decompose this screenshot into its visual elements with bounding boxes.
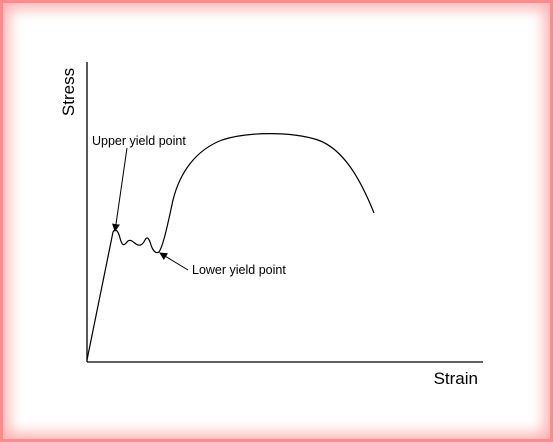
y-axis-label: Stress xyxy=(59,68,78,116)
x-axis-label: Strain xyxy=(434,369,478,388)
upper-yield-label: Upper yield point xyxy=(92,134,186,148)
lower-yield-label: Lower yield point xyxy=(192,263,286,277)
lower-yield-arrow xyxy=(159,252,189,271)
stress-strain-curve xyxy=(86,133,375,361)
upper-yield-arrow xyxy=(112,147,128,232)
